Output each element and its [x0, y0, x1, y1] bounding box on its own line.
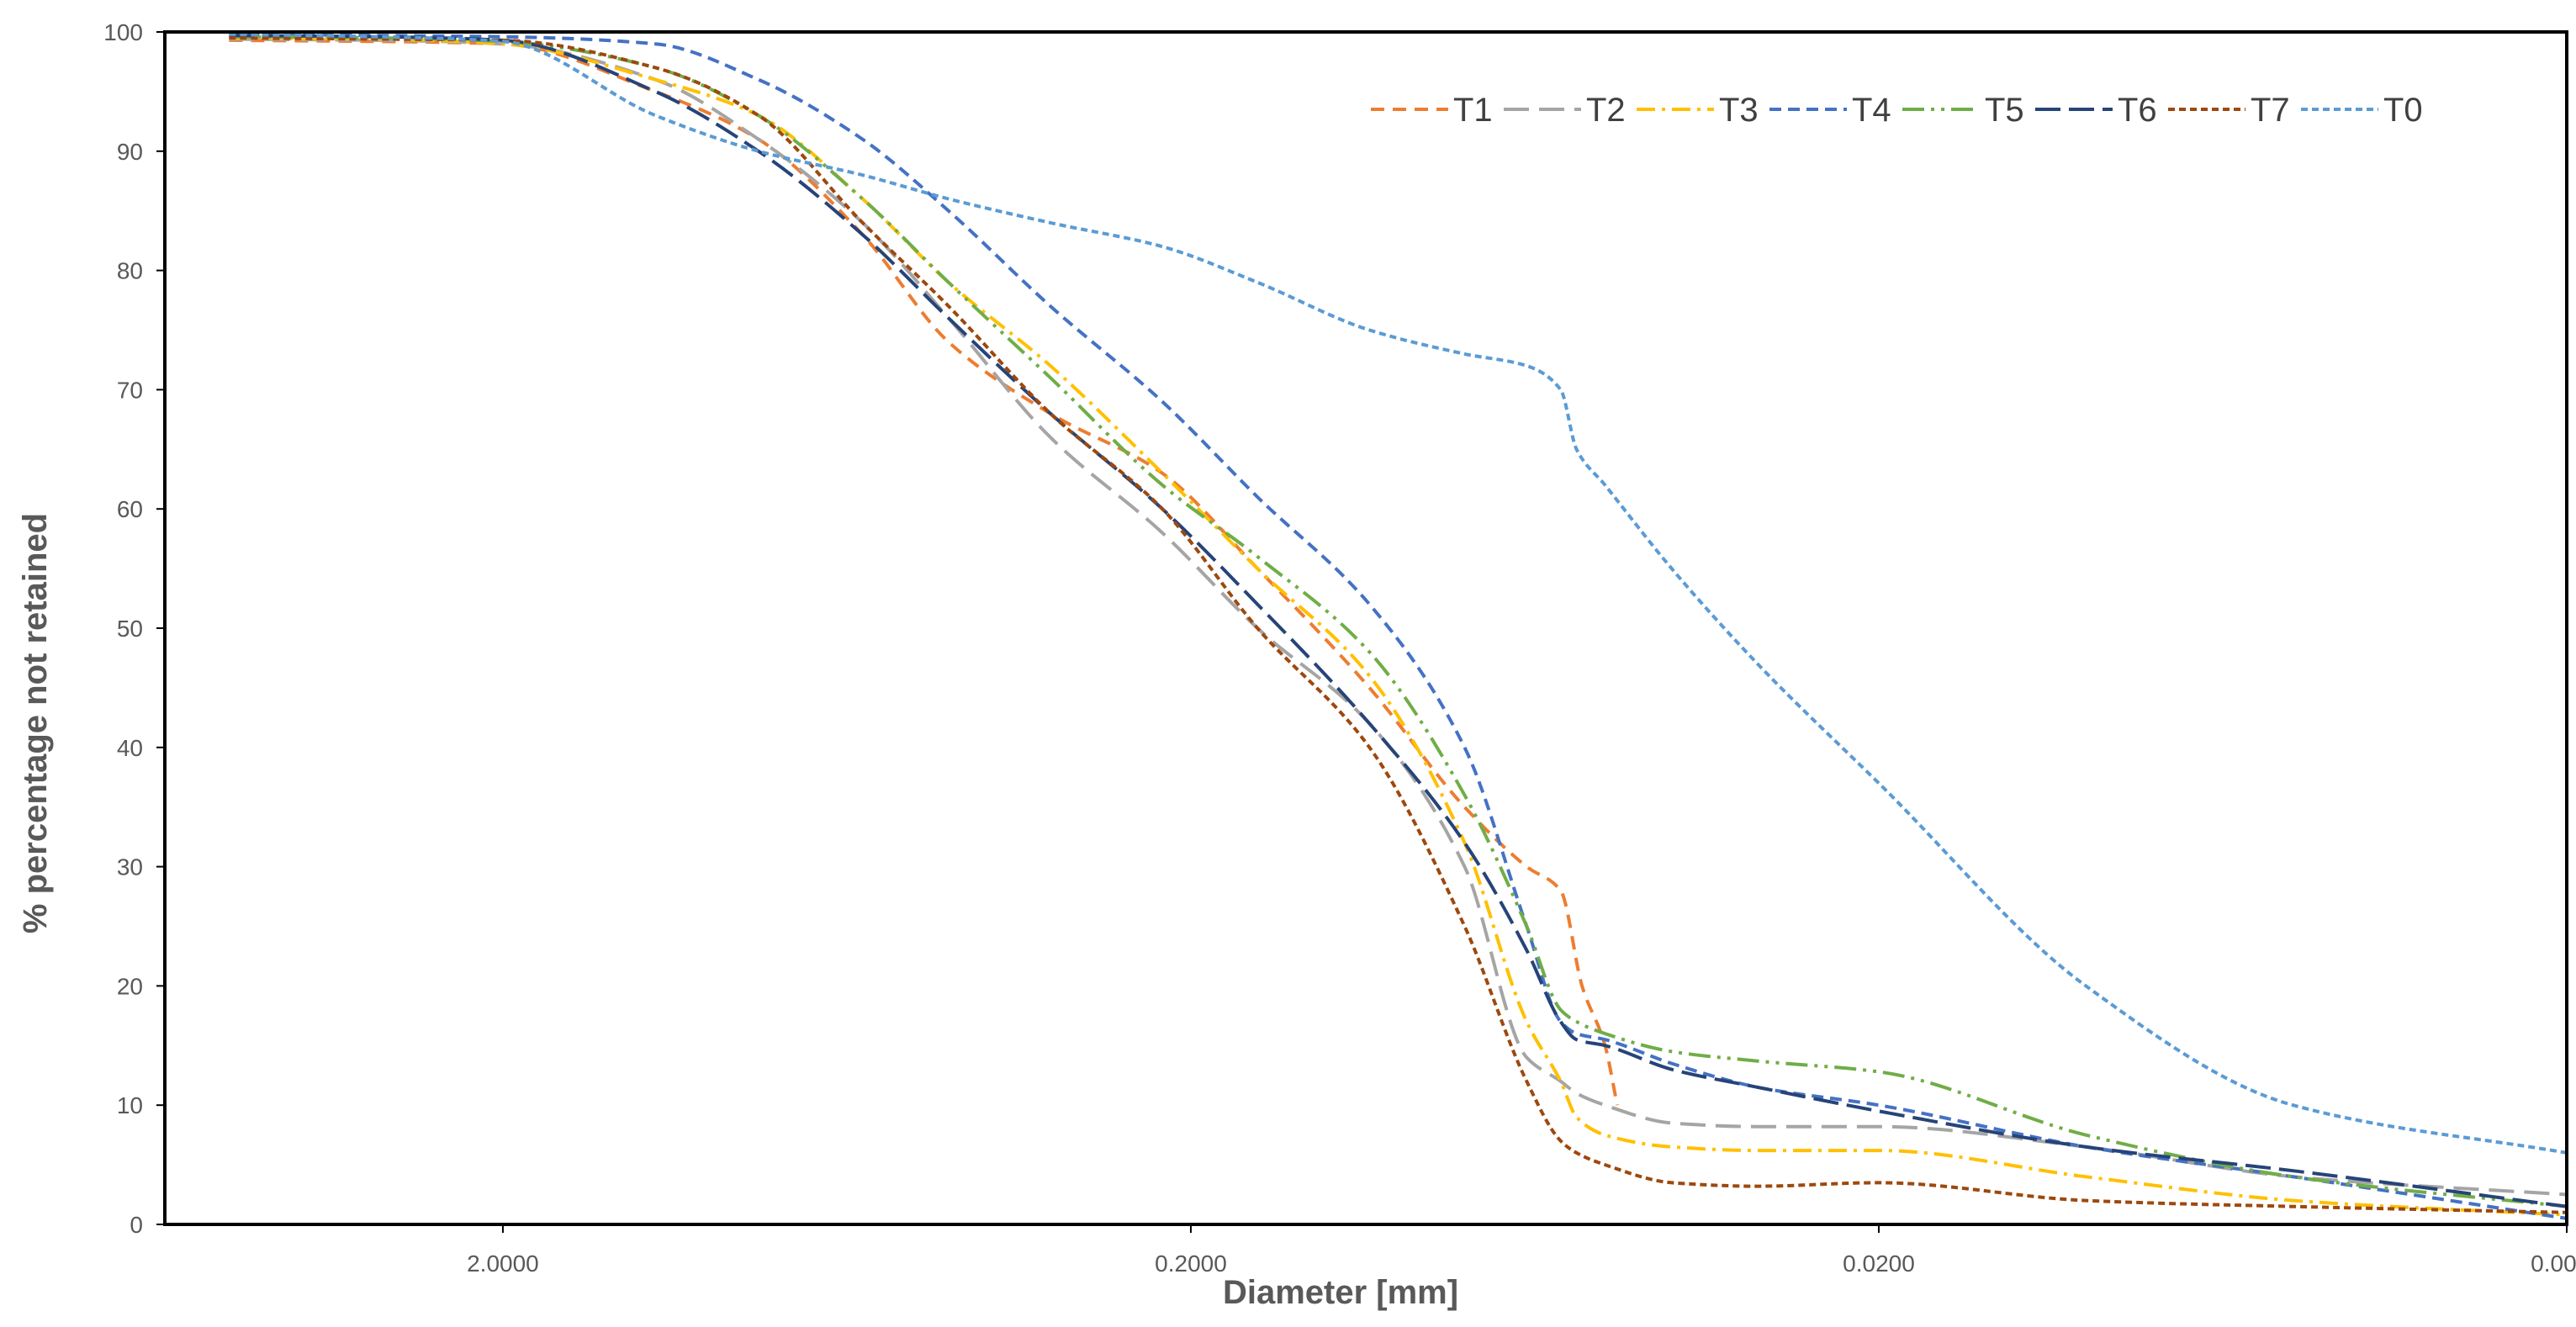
legend-entry-t0: T0 — [2301, 92, 2423, 129]
legend-label-t4: T4 — [1852, 92, 1891, 129]
legend-label-t5: T5 — [1985, 92, 2024, 129]
y-tick-label: 0 — [130, 1212, 143, 1238]
series-line-t1 — [229, 38, 1619, 1106]
y-tick-label: 100 — [103, 19, 143, 45]
legend-entry-t3: T3 — [1637, 92, 1759, 129]
plot-layer — [229, 32, 2568, 1220]
x-tick-label: 0.0020 — [2531, 1250, 2576, 1277]
x-tick-label: 0.2000 — [1155, 1250, 1227, 1277]
legend-entry-t6: T6 — [2035, 92, 2157, 129]
legend-label-t7: T7 — [2251, 92, 2290, 129]
legend-entry-t1: T1 — [1371, 92, 1493, 129]
y-tick-label: 90 — [117, 139, 143, 165]
legend-entry-t5: T5 — [1902, 92, 2024, 129]
legend-entry-t7: T7 — [2168, 92, 2290, 129]
y-tick-label: 50 — [117, 616, 143, 642]
x-axis-title: Diameter [mm] — [1223, 1274, 1458, 1311]
legend: T1 T2 T3 T4 T5 T6 T7 T0 — [1371, 92, 2423, 129]
x-tick-label: 0.0200 — [1843, 1250, 1915, 1277]
y-tick-label: 20 — [117, 973, 143, 999]
y-tick-label: 60 — [117, 496, 143, 522]
y-tick-label: 40 — [117, 735, 143, 761]
y-tick-label: 10 — [117, 1092, 143, 1118]
legend-label-t2: T2 — [1586, 92, 1626, 129]
legend-label-t3: T3 — [1719, 92, 1759, 129]
legend-label-t1: T1 — [1453, 92, 1493, 129]
series-line-t4 — [229, 32, 2568, 1220]
y-tick-label: 30 — [117, 854, 143, 880]
x-tick-label: 2.0000 — [467, 1250, 539, 1277]
y-tick-label: 70 — [117, 377, 143, 403]
series-line-t6 — [229, 34, 2568, 1208]
axes-layer: 0 10 20 30 40 50 60 70 80 90 100 2.0000 0.2000 0.0200… — [103, 19, 2576, 1277]
legend-label-t6: T6 — [2118, 92, 2157, 129]
legend-label-t0: T0 — [2383, 92, 2423, 129]
series-line-t0 — [229, 32, 2568, 1155]
legend-entry-t2: T2 — [1504, 92, 1626, 129]
y-axis-title: % percentage not retained — [17, 513, 54, 933]
series-line-t7 — [229, 36, 2568, 1214]
series-line-t3 — [229, 36, 2568, 1217]
y-tick-label: 80 — [117, 258, 143, 284]
legend-entry-t4: T4 — [1769, 92, 1891, 129]
